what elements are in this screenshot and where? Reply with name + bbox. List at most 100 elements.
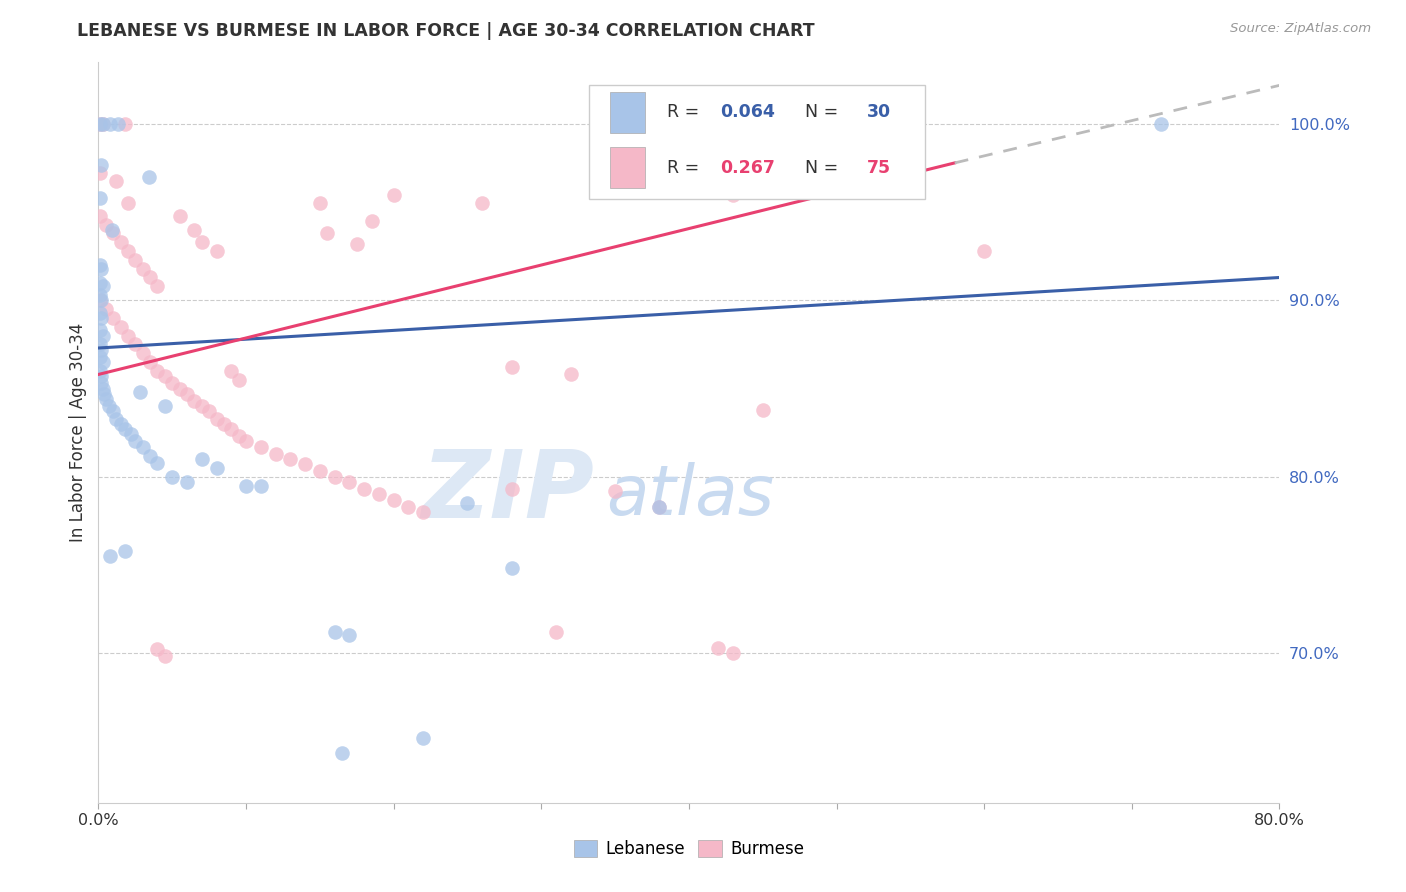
Point [117, 244, 139, 258]
Point [90, 158, 112, 172]
Point [90, 343, 112, 357]
Text: 0.267: 0.267 [720, 159, 775, 177]
Point [501, 360, 523, 375]
Point [228, 373, 250, 387]
Bar [610, 92, 645, 133]
Point [114, 117, 136, 131]
Point [94, 392, 117, 406]
Point [107, 117, 129, 131]
Point [94, 302, 117, 317]
Point [124, 434, 146, 449]
Point [648, 500, 671, 514]
Point [309, 196, 332, 211]
Point [153, 399, 176, 413]
Text: atlas: atlas [606, 462, 775, 529]
Point [139, 270, 162, 285]
Point [105, 173, 128, 187]
Point [264, 447, 287, 461]
Point [169, 209, 191, 223]
Point [191, 399, 214, 413]
Point [89, 276, 111, 290]
Text: N =: N = [794, 103, 844, 121]
Point [382, 492, 405, 507]
Point [132, 346, 155, 360]
Point [605, 483, 627, 498]
Point [339, 628, 361, 642]
Point [114, 422, 136, 436]
Point [89, 350, 111, 364]
Point [294, 458, 316, 472]
Point [90, 369, 112, 384]
Point [89, 306, 111, 320]
Text: Source: ZipAtlas.com: Source: ZipAtlas.com [1230, 22, 1371, 36]
Point [183, 393, 205, 408]
Point [89, 117, 111, 131]
Point [124, 252, 146, 267]
Point [128, 385, 150, 400]
Point [89, 364, 111, 378]
Point [132, 261, 155, 276]
Point [124, 337, 146, 351]
Point [353, 482, 375, 496]
Point [412, 731, 434, 745]
Point [90, 261, 112, 276]
Point [205, 461, 228, 475]
Point [250, 478, 273, 492]
Point [120, 427, 142, 442]
Point [93, 387, 115, 401]
Point [98, 117, 121, 131]
Point [382, 187, 405, 202]
Point [323, 469, 346, 483]
Point [91, 355, 114, 369]
Point [198, 404, 221, 418]
Point [91, 328, 114, 343]
Point [205, 244, 228, 258]
Point [162, 376, 183, 391]
Point [339, 475, 361, 489]
Point [723, 646, 745, 660]
Bar [610, 147, 645, 188]
Point [346, 237, 368, 252]
Point [330, 747, 353, 761]
Point [323, 624, 346, 639]
Point [94, 218, 117, 232]
Point [117, 196, 139, 211]
FancyBboxPatch shape [589, 85, 925, 200]
Point [132, 440, 155, 454]
Point [91, 117, 114, 131]
Point [103, 404, 125, 418]
Point [89, 191, 111, 205]
Point [205, 411, 228, 425]
Text: 30: 30 [868, 103, 891, 121]
Point [471, 196, 494, 211]
Point [91, 279, 114, 293]
Text: N =: N = [794, 159, 844, 177]
Text: R =: R = [666, 103, 704, 121]
Point [191, 452, 214, 467]
Point [89, 209, 111, 223]
Point [162, 469, 183, 483]
Point [90, 293, 112, 308]
Point [146, 642, 169, 657]
Point [90, 376, 112, 391]
Point [89, 258, 111, 272]
Point [146, 364, 169, 378]
Point [191, 235, 214, 250]
Point [105, 411, 128, 425]
Point [114, 543, 136, 558]
Point [146, 279, 169, 293]
Point [138, 169, 160, 184]
Point [89, 293, 111, 308]
Point [91, 382, 114, 396]
Point [221, 364, 243, 378]
Point [139, 355, 162, 369]
Point [139, 449, 162, 463]
Text: 0.064: 0.064 [720, 103, 775, 121]
Point [707, 640, 730, 655]
Point [457, 496, 479, 510]
Point [280, 452, 302, 467]
Point [360, 214, 382, 228]
Point [100, 223, 122, 237]
Point [250, 440, 273, 454]
Text: ZIP: ZIP [422, 446, 595, 538]
